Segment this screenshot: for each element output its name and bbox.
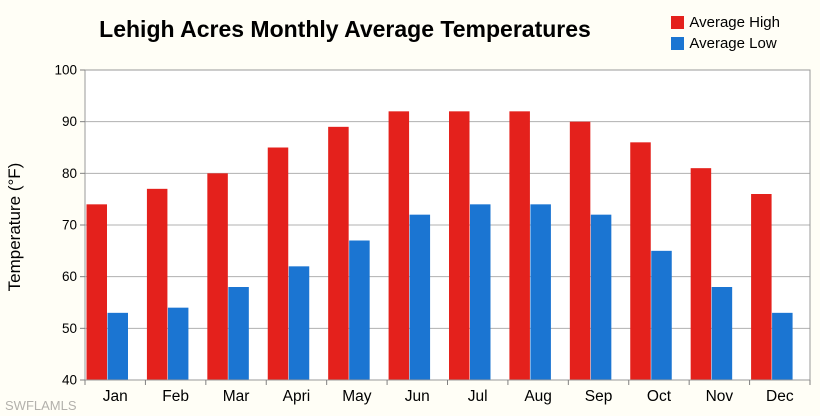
- y-tick-label: 70: [62, 218, 77, 233]
- legend: Average High Average Low: [671, 14, 780, 56]
- month-label: Apri: [283, 388, 311, 405]
- bar-average-low-jan: [107, 312, 128, 380]
- bar-average-high-sep: [569, 121, 591, 381]
- bar-average-low-oct: [651, 250, 672, 380]
- month-label: Jan: [103, 388, 128, 405]
- bar-average-low-jun: [409, 214, 431, 380]
- month-label: Oct: [647, 388, 672, 405]
- bar-average-high-nov: [690, 168, 712, 380]
- bar-average-low-apri: [288, 266, 310, 380]
- bar-average-high-jul: [449, 111, 470, 380]
- legend-item-average-high: Average High: [671, 14, 780, 31]
- y-tick-label: 40: [62, 373, 77, 388]
- y-tick-label: 90: [62, 114, 77, 129]
- bar-average-high-may: [328, 126, 349, 380]
- month-label: Jul: [468, 388, 488, 405]
- bar-average-low-jul: [470, 204, 491, 380]
- bar-average-low-nov: [711, 287, 733, 380]
- bar-average-low-aug: [530, 204, 551, 380]
- bar-average-low-sep: [590, 214, 612, 380]
- chart-title: Lehigh Acres Monthly Average Temperature…: [99, 16, 591, 42]
- bar-average-low-feb: [167, 307, 189, 380]
- month-label: Aug: [524, 388, 552, 405]
- bar-average-high-apri: [267, 147, 289, 380]
- month-label: Jun: [405, 388, 430, 405]
- month-label: May: [342, 388, 372, 405]
- watermark: SWFLAMLS: [5, 398, 77, 413]
- bar-average-low-mar: [228, 287, 249, 380]
- bar-average-high-mar: [207, 173, 228, 380]
- legend-item-average-low: Average Low: [671, 35, 780, 52]
- bar-average-high-feb: [146, 188, 168, 380]
- y-tick-label: 50: [62, 321, 77, 336]
- bar-average-high-jun: [388, 111, 410, 380]
- y-tick-label: 100: [54, 63, 77, 78]
- bar-average-high-dec: [751, 194, 772, 380]
- y-tick-label: 80: [62, 166, 77, 181]
- bar-average-high-jan: [86, 204, 107, 380]
- month-label: Feb: [162, 388, 189, 405]
- month-label: Mar: [223, 388, 250, 405]
- y-tick-label: 60: [62, 269, 77, 284]
- month-label: Dec: [766, 388, 794, 405]
- month-label: Nov: [706, 388, 734, 405]
- bar-average-high-aug: [509, 111, 530, 380]
- bar-average-high-oct: [630, 142, 651, 380]
- bar-average-low-may: [349, 240, 370, 380]
- legend-label-low: Average Low: [689, 35, 777, 52]
- legend-swatch-low-icon: [671, 37, 685, 50]
- month-label: Sep: [585, 388, 613, 405]
- legend-swatch-high-icon: [671, 16, 685, 29]
- bar-average-low-dec: [772, 312, 793, 380]
- legend-label-high: Average High: [689, 14, 780, 31]
